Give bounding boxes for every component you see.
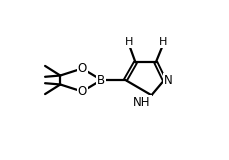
Text: H: H <box>158 37 166 47</box>
Text: H: H <box>124 37 133 47</box>
Text: B: B <box>97 73 105 87</box>
Text: NH: NH <box>133 96 150 109</box>
Text: N: N <box>164 73 172 87</box>
Text: O: O <box>77 85 87 98</box>
Text: O: O <box>77 62 87 75</box>
